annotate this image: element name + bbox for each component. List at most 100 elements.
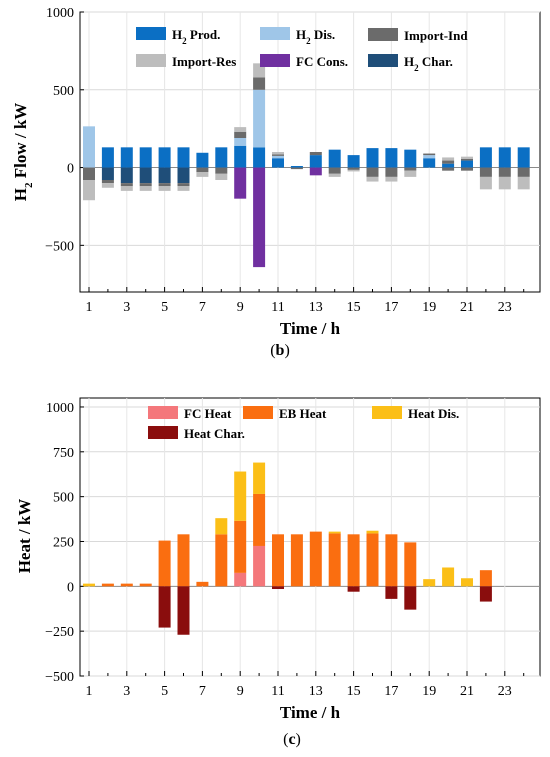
bar-segment-impres — [101, 183, 114, 188]
bar-segment-ebheat — [101, 583, 114, 587]
bar-segment-h2prod — [347, 155, 360, 168]
bar-segment-ebheat — [196, 581, 209, 587]
bar-segment-impind — [83, 167, 95, 180]
y-axis-label: Heat / kW — [15, 499, 34, 574]
bar-segment-ebheat — [272, 534, 284, 587]
bar-segment-impres — [461, 156, 473, 159]
bar-segment-h2char — [158, 167, 171, 184]
legend-swatch-heatdis — [372, 406, 402, 419]
bar-segment-ebheat — [347, 534, 360, 587]
bar-segment-h2prod — [461, 160, 473, 168]
x-tick-label: 19 — [422, 684, 436, 699]
bar-segment-impind — [385, 167, 398, 177]
bar-segment-impind — [309, 152, 322, 156]
bar-segment-ebheat — [120, 583, 133, 587]
legend-swatch-h2char — [368, 54, 398, 67]
x-tick-label: 1 — [86, 300, 93, 315]
bar-segment-h2prod — [442, 163, 455, 168]
bar-segment-heatdis — [366, 530, 379, 534]
bar-segment-impind — [253, 77, 266, 90]
bar-segment-ebheat — [158, 540, 171, 587]
x-axis-label: Time / h — [280, 319, 341, 338]
bar-segment-impres — [177, 186, 190, 191]
bar-segment-ebheat — [290, 534, 303, 587]
legend-swatch-fcheat — [148, 406, 178, 419]
legend-swatch-impres — [136, 54, 166, 67]
bar-segment-ebheat — [234, 520, 247, 573]
bar-segment-heatdis — [253, 462, 266, 494]
bar-segment-ebheat — [479, 570, 492, 587]
legend-label-impres: Import-Res — [172, 54, 236, 69]
bar-segment-heatchar — [347, 586, 360, 592]
bar-segment-impind — [404, 167, 417, 171]
bar-segment-impres — [120, 186, 133, 191]
x-axis-label: Time / h — [280, 703, 341, 722]
x-tick-label: 15 — [347, 684, 361, 699]
bar-segment-ebheat — [309, 531, 322, 587]
bar-segment-h2dis — [83, 126, 95, 168]
x-tick-label: 21 — [460, 684, 474, 699]
bar-segment-h2dis — [272, 155, 284, 159]
x-tick-label: 13 — [309, 300, 323, 315]
x-tick-label: 21 — [460, 300, 474, 315]
y-axis-label: H2 Flow / kW — [11, 103, 35, 202]
bar-segment-heatchar — [272, 586, 284, 590]
bar-segment-h2dis — [234, 138, 247, 146]
bar-segment-h2prod — [234, 145, 247, 168]
bar-segment-ebheat — [139, 583, 152, 587]
bar-segment-impind — [366, 167, 379, 177]
bar-segment-impind — [272, 154, 284, 156]
bar-segment-impres — [385, 176, 398, 182]
bar-segment-h2prod — [120, 147, 133, 168]
y-tick-label: 500 — [53, 84, 74, 99]
bar-segment-heatchar — [479, 586, 492, 602]
y-tick-label: −500 — [45, 239, 74, 254]
bar-segment-h2prod — [215, 147, 228, 168]
x-tick-label: 1 — [86, 684, 93, 699]
bars — [83, 63, 530, 268]
bar-segment-impres — [83, 180, 95, 201]
bar-segment-heatdis — [234, 471, 247, 521]
x-tick-label: 3 — [123, 300, 130, 315]
bar-segment-impres — [404, 170, 417, 177]
caption-b: (b) — [270, 342, 290, 359]
bar-segment-impres — [479, 176, 492, 190]
bar-segment-heatdis — [328, 531, 341, 534]
bar-segment-heatchar — [404, 586, 417, 610]
legend-swatch-fccons — [260, 54, 290, 67]
x-tick-label: 17 — [384, 684, 398, 699]
y-tick-labels: 1000 500 0 −500 — [45, 6, 74, 254]
bar-segment-impres — [272, 152, 284, 155]
y-tick-label: −500 — [45, 670, 74, 685]
bar-segment-impres — [196, 172, 209, 177]
bar-segment-h2prod — [101, 147, 114, 168]
bar-segment-h2prod — [139, 147, 152, 168]
y-tick-labels: 1000 750 500 250 0 −250 −500 — [45, 401, 74, 685]
legend: FC Heat EB Heat Heat Dis. Heat Char. — [148, 406, 459, 441]
legend-label-impind: Import-Ind — [404, 28, 468, 43]
x-tick-label: 11 — [271, 684, 284, 699]
legend-swatch-ebheat — [243, 406, 273, 419]
bar-segment-impind — [158, 183, 171, 187]
legend-label-fcheat: FC Heat — [184, 406, 232, 421]
bar-segment-fccons — [309, 167, 322, 176]
bar-segment-impind — [290, 167, 303, 170]
y-tick-label: 0 — [67, 162, 74, 177]
bar-segment-h2char — [120, 167, 133, 184]
legend-label-heatdis: Heat Dis. — [408, 406, 459, 421]
bar-segment-heatdis — [442, 567, 455, 587]
x-tick-label: 19 — [422, 300, 436, 315]
bars — [83, 462, 492, 635]
y-tick-label: 500 — [53, 491, 74, 506]
bar-segment-impres — [158, 186, 171, 191]
x-tick-label: 5 — [161, 300, 168, 315]
x-tick-labels: 1 3 5 7 9 11 13 15 17 19 21 23 — [86, 684, 512, 699]
x-tick-label: 15 — [347, 300, 361, 315]
bar-segment-ebheat — [177, 534, 190, 587]
bar-segment-impind — [196, 167, 209, 173]
bar-segment-ebheat — [366, 533, 379, 587]
bar-segment-impind — [423, 153, 436, 156]
bar-segment-impres — [234, 127, 247, 132]
bar-segment-fccons — [253, 167, 266, 268]
